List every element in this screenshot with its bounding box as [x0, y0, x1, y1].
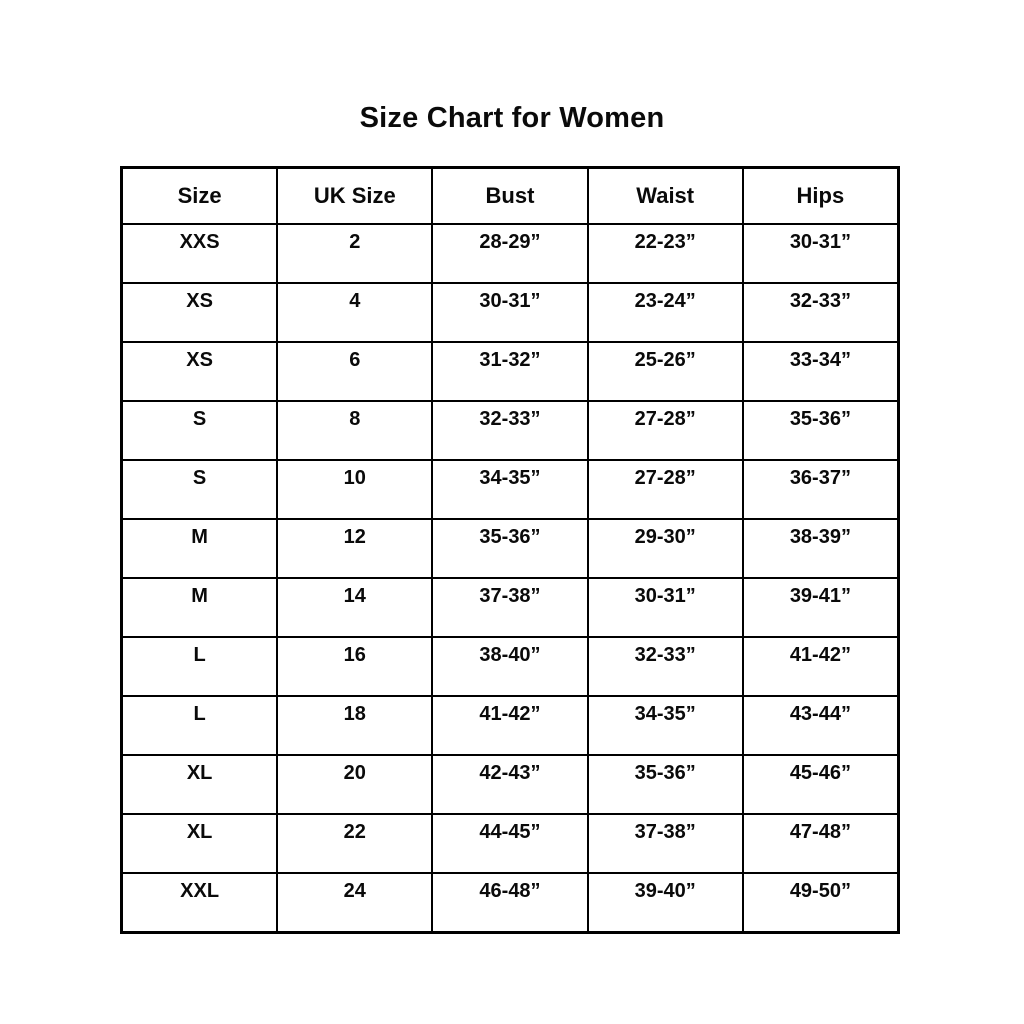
table-cell: 44-45” [431, 813, 589, 874]
table-cell: 32-33” [431, 400, 589, 461]
table-cell: 34-35” [431, 459, 589, 520]
table-header: Size UK Size Bust Waist Hips [120, 166, 900, 225]
table-cell: XXS [120, 223, 279, 284]
table-row: L 16 38-40” 32-33” 41-42” [120, 636, 900, 697]
table-cell: 27-28” [586, 459, 744, 520]
table-cell: 34-35” [586, 695, 744, 756]
table-cell: 33-34” [741, 341, 900, 402]
table-row: XS 6 31-32” 25-26” 33-34” [120, 341, 900, 402]
table-cell: 24 [276, 872, 434, 934]
table-cell: S [120, 459, 279, 520]
table-cell: XXL [120, 872, 279, 934]
table-cell: L [120, 636, 279, 697]
table-cell: 32-33” [741, 282, 900, 343]
table-cell: 4 [276, 282, 434, 343]
table-cell: L [120, 695, 279, 756]
table-cell: 43-44” [741, 695, 900, 756]
table-cell: 23-24” [586, 282, 744, 343]
table-cell: 14 [276, 577, 434, 638]
table-cell: M [120, 577, 279, 638]
table-cell: 41-42” [431, 695, 589, 756]
table-cell: 22 [276, 813, 434, 874]
table-row: XL 22 44-45” 37-38” 47-48” [120, 813, 900, 874]
table-row: XS 4 30-31” 23-24” 32-33” [120, 282, 900, 343]
header-cell: UK Size [276, 166, 434, 225]
table-cell: 38-39” [741, 518, 900, 579]
table-cell: 36-37” [741, 459, 900, 520]
table-cell: 29-30” [586, 518, 744, 579]
table-cell: 39-40” [586, 872, 744, 934]
table-cell: 38-40” [431, 636, 589, 697]
table-row: XL 20 42-43” 35-36” 45-46” [120, 754, 900, 815]
table-cell: 30-31” [586, 577, 744, 638]
table-row: S 10 34-35” 27-28” 36-37” [120, 459, 900, 520]
size-chart-table: Size UK Size Bust Waist Hips XXS 2 28-29” 22-23… [120, 166, 900, 934]
table-cell: XS [120, 282, 279, 343]
table-cell: 45-46” [741, 754, 900, 815]
table-cell: 20 [276, 754, 434, 815]
table-cell: 25-26” [586, 341, 744, 402]
page-title: Size Chart for Women [359, 102, 665, 134]
table-cell: 42-43” [431, 754, 589, 815]
table-cell: 31-32” [431, 341, 589, 402]
table-cell: XL [120, 813, 279, 874]
table-cell: 35-36” [741, 400, 900, 461]
table-cell: 2 [276, 223, 434, 284]
table-cell: 47-48” [741, 813, 900, 874]
table-row: L 18 41-42” 34-35” 43-44” [120, 695, 900, 756]
table-row: XXS 2 28-29” 22-23” 30-31” [120, 223, 900, 284]
table-cell: 8 [276, 400, 434, 461]
table-cell: 35-36” [586, 754, 744, 815]
table-cell: 35-36” [431, 518, 589, 579]
table-cell: 41-42” [741, 636, 900, 697]
table-cell: 37-38” [586, 813, 744, 874]
table-cell: 30-31” [431, 282, 589, 343]
table-cell: 12 [276, 518, 434, 579]
table-cell: 37-38” [431, 577, 589, 638]
table-cell: XL [120, 754, 279, 815]
table-cell: 27-28” [586, 400, 744, 461]
table-body: XXS 2 28-29” 22-23” 30-31” XS 4 30-31” 23-24” 32-… [120, 223, 900, 934]
table-cell: 49-50” [741, 872, 900, 934]
table-row: XXL 24 46-48” 39-40” 49-50” [120, 872, 900, 934]
header-cell: Bust [431, 166, 589, 225]
table-row: M 12 35-36” 29-30” 38-39” [120, 518, 900, 579]
table-cell: 39-41” [741, 577, 900, 638]
header-row: Size UK Size Bust Waist Hips [120, 166, 900, 225]
table-cell: 6 [276, 341, 434, 402]
header-cell: Hips [741, 166, 900, 225]
table-cell: 16 [276, 636, 434, 697]
table-cell: 10 [276, 459, 434, 520]
table-cell: M [120, 518, 279, 579]
header-cell: Size [120, 166, 279, 225]
header-cell: Waist [586, 166, 744, 225]
table-cell: 30-31” [741, 223, 900, 284]
table-cell: 46-48” [431, 872, 589, 934]
table-cell: 28-29” [431, 223, 589, 284]
table-row: M 14 37-38” 30-31” 39-41” [120, 577, 900, 638]
table-cell: S [120, 400, 279, 461]
table-cell: XS [120, 341, 279, 402]
table-row: S 8 32-33” 27-28” 35-36” [120, 400, 900, 461]
table-cell: 22-23” [586, 223, 744, 284]
table-cell: 18 [276, 695, 434, 756]
table-cell: 32-33” [586, 636, 744, 697]
